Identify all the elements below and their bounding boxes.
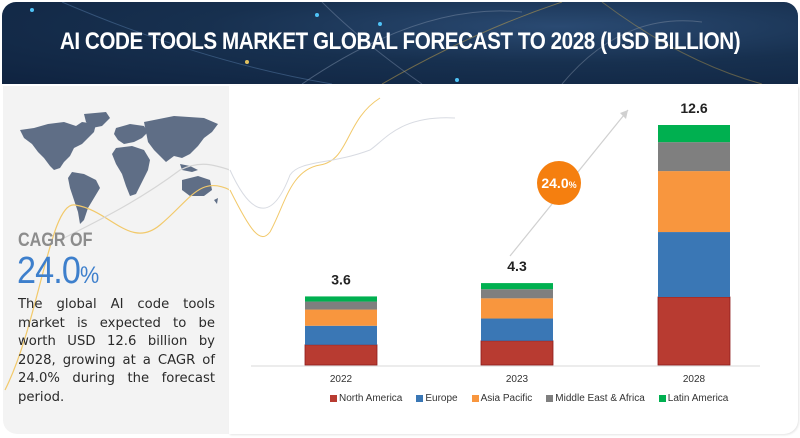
legend-swatch <box>330 395 337 402</box>
bar-segment-latin-america-2023 <box>481 283 553 290</box>
bar-segment-middle-east-africa-2023 <box>481 289 553 299</box>
bar-segment-asia-pacific-2023 <box>481 298 553 319</box>
x-tick-label-2022: 2022 <box>330 374 353 385</box>
bar-segment-latin-america-2022 <box>305 296 377 302</box>
cagr-bubble-percent: % <box>569 180 577 190</box>
legend-label: Europe <box>425 393 458 404</box>
legend-label: North America <box>339 393 403 404</box>
cagr-bubble <box>537 161 581 205</box>
bars-group <box>304 125 731 366</box>
cagr-label: CAGR OF <box>18 230 93 251</box>
labels-group: 3.6 2022 4.3 2023 12.6 2028 <box>330 100 708 385</box>
legend-swatch <box>471 395 479 402</box>
bar-segment-north-america-2022 <box>304 344 378 366</box>
market-description: The global AI code tools market is expec… <box>18 297 215 405</box>
header-decoration <box>30 2 763 84</box>
cagr-value: 24.0% <box>17 250 99 293</box>
legend-item-europe: Europe <box>416 393 458 404</box>
x-tick-label-2028: 2028 <box>683 374 706 385</box>
bar-segment-middle-east-africa-2028 <box>658 142 730 172</box>
legend-item-north-america: North America <box>330 393 402 404</box>
bar-segment-latin-america-2028 <box>658 125 730 143</box>
header-banner: AI CODE TOOLS MARKET GLOBAL FORECAST TO … <box>2 2 798 84</box>
bar-segment-north-america-2023 <box>480 340 554 366</box>
legend-label: Asia Pacific <box>480 393 533 404</box>
total-label-2028: 12.6 <box>680 100 707 116</box>
chart-title: AI CODE TOOLS MARKET GLOBAL FORECAST TO … <box>59 28 741 55</box>
legend-label: Latin America <box>667 393 729 404</box>
bar-segment-europe-2028 <box>658 232 730 297</box>
legend-swatch <box>658 395 666 402</box>
legend-item-latin-america: Latin America <box>658 393 729 404</box>
left-decorative-curves <box>4 163 230 391</box>
decorative-curve-gold <box>229 97 381 238</box>
world-map-icon <box>20 112 218 224</box>
legend-item-asia-pacific: Asia Pacific <box>471 393 533 404</box>
legend-swatch <box>416 395 424 402</box>
legend-item-middle-east-africa: Middle East & Africa <box>546 393 645 404</box>
growth-arrow-head <box>620 110 628 119</box>
bar-segment-asia-pacific-2028 <box>658 171 730 233</box>
total-label-2023: 4.3 <box>507 258 527 274</box>
x-tick-label-2023: 2023 <box>506 374 529 385</box>
cagr-number: 24.0 <box>17 250 81 292</box>
decorative-curve-gray <box>229 117 456 209</box>
chart-legend: North America Europe Asia Pacific Middle Ea… <box>330 393 728 404</box>
bar-segment-europe-2023 <box>481 318 553 341</box>
bar-segment-north-america-2028 <box>657 296 731 366</box>
legend-label: Middle East & Africa <box>555 393 645 404</box>
cagr-bubble-label: 24.0% <box>541 175 576 191</box>
cagr-bubble-number: 24.0 <box>541 175 568 191</box>
bar-segment-asia-pacific-2022 <box>305 309 377 326</box>
legend-swatch <box>546 395 554 402</box>
bar-segment-middle-east-africa-2022 <box>305 301 377 310</box>
total-label-2022: 3.6 <box>331 271 351 287</box>
cagr-percent-sign: % <box>79 262 99 289</box>
bar-segment-europe-2022 <box>305 325 377 345</box>
